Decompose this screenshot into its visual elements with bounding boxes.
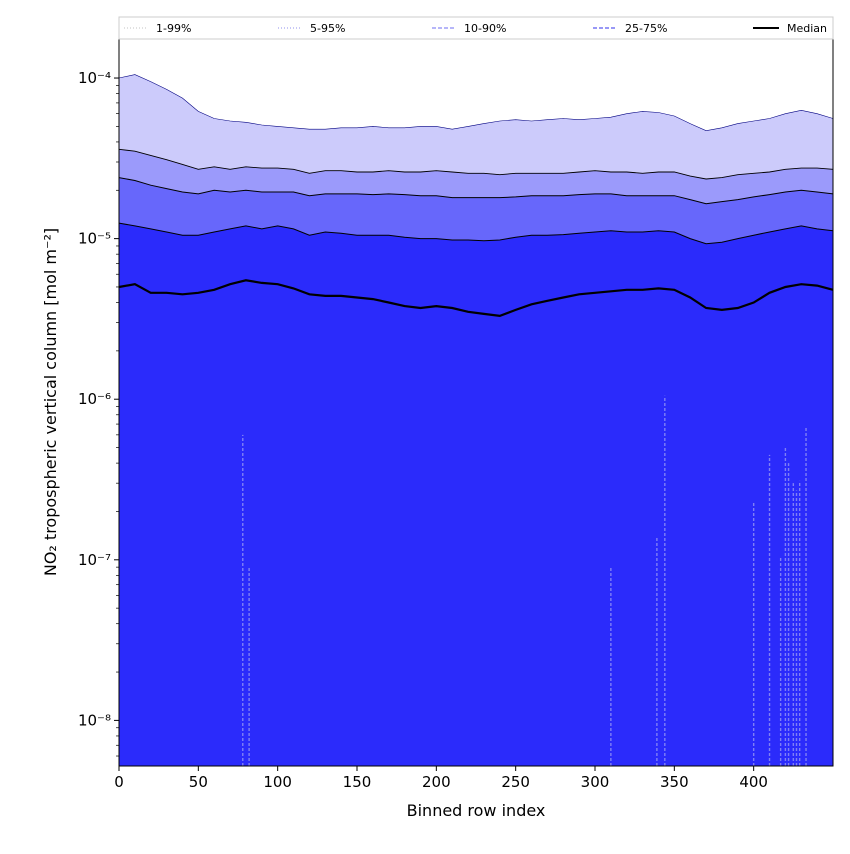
y-tick-label: 10⁻⁵ [78,230,111,248]
legend: 1-99% 5-95% 10-90% 25-75% Median [118,16,834,40]
line-p90 [118,177,834,205]
y-tick-label: 10⁻⁴ [78,69,111,87]
line-p75 [118,222,834,245]
line-median [118,279,834,318]
x-tick-label: 150 [343,773,372,791]
x-tick-label: 250 [501,773,530,791]
legend-label: 1-99% [156,22,191,35]
line-p99 [118,74,834,132]
x-tick-label: 200 [422,773,451,791]
plot-area [118,74,834,767]
y-tick-label: 10⁻⁶ [78,390,111,408]
y-tick-label: 10⁻⁷ [78,551,111,569]
y-axis-label: NO₂ tropospheric vertical column [mol m⁻… [41,228,60,576]
x-tick-label: 400 [739,773,768,791]
legend-label: Median [787,22,827,35]
legend-label: 10-90% [464,22,506,35]
y-axis-ticks: 10⁻⁸ 10⁻⁷ 10⁻⁶ 10⁻⁵ 10⁻⁴ [78,69,119,757]
x-axis-label: Binned row index [407,801,546,820]
legend-label: 5-95% [310,22,345,35]
line-p95 [118,148,834,180]
band-25-75 [119,223,833,767]
x-tick-label: 350 [660,773,689,791]
y-tick-label: 10⁻⁸ [78,711,111,729]
x-tick-label: 50 [189,773,208,791]
legend-box [118,16,834,40]
x-tick-label: 0 [114,773,124,791]
x-axis-ticks: 0 50 100 150 200 250 300 350 400 [114,766,768,791]
legend-label: 25-75% [625,22,667,35]
x-tick-label: 300 [581,773,610,791]
x-tick-label: 100 [263,773,292,791]
